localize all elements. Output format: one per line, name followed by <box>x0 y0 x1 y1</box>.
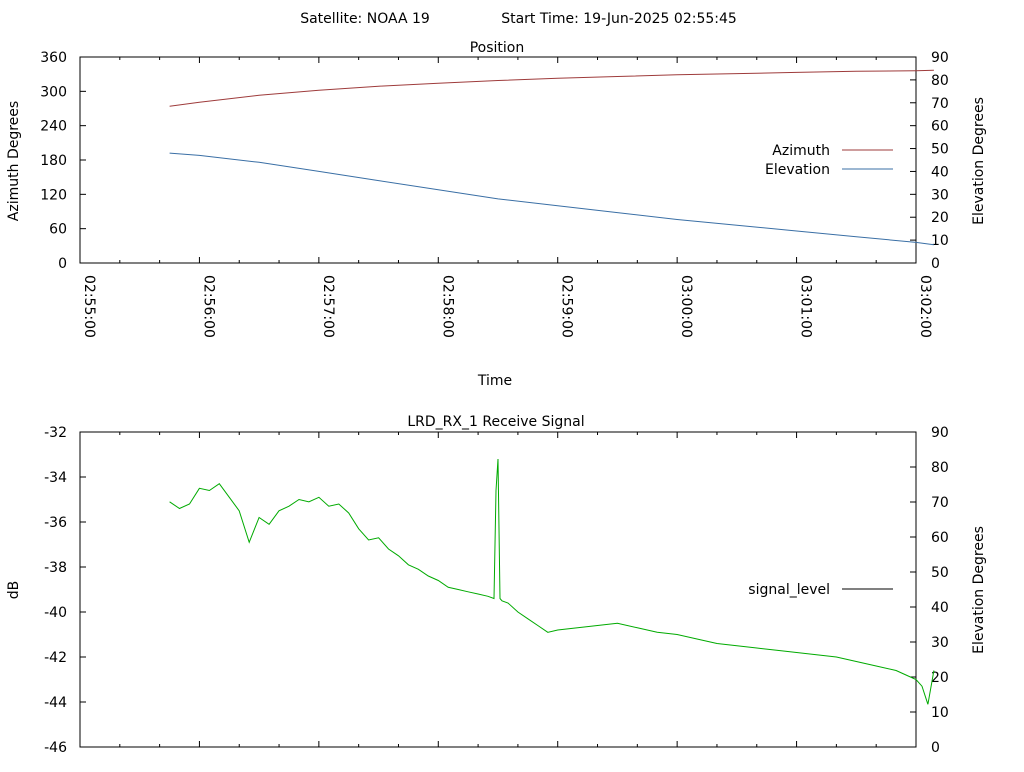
position-y2-axis-label: Elevation Degrees <box>971 97 987 225</box>
y-tick-label: 240 <box>40 119 67 135</box>
x-tick-label: 03:02:00 <box>917 275 933 338</box>
position-plot-frame <box>79 56 917 264</box>
position-marks: 02:55:00 02:56:00 02:57:00 02:58:00 02:59:00… <box>40 50 949 338</box>
y-tick-label: -42 <box>44 650 67 666</box>
y2-tick-label: 40 <box>931 164 949 180</box>
series-line-azimuth <box>169 69 934 107</box>
y-tick-label: -46 <box>44 740 67 756</box>
y-tick-label: -44 <box>44 695 67 711</box>
x-tick-label: 02:55:00 <box>81 275 97 338</box>
signal-chart-title: LRD_RX_1 Receive Signal <box>407 414 584 430</box>
y-tick-label: -40 <box>44 605 67 621</box>
satellite-label: Satellite: NOAA 19 <box>300 11 430 27</box>
signal-chart: LRD_RX_1 Receive Signal -46-44-42-40-38-… <box>6 414 987 756</box>
y2-tick-label: 50 <box>931 565 949 581</box>
position-x-axis-label: Time <box>477 373 512 389</box>
x-tick-label: 03:01:00 <box>798 275 814 338</box>
y2-tick-label: 90 <box>931 425 949 441</box>
position-y-axis-label: Azimuth Degrees <box>6 101 22 221</box>
y2-tick-label: 60 <box>931 119 949 135</box>
legend-label: signal_level <box>748 582 830 598</box>
y-tick-label: -32 <box>44 425 67 441</box>
y-tick-label: 180 <box>40 153 67 169</box>
y2-tick-label: 20 <box>931 210 949 226</box>
y2-tick-label: 10 <box>931 705 949 721</box>
series-line-elevation <box>169 152 934 246</box>
x-tick-label: 03:00:00 <box>678 275 694 338</box>
signal-y2-axis-label: Elevation Degrees <box>971 526 987 654</box>
y2-tick-label: 20 <box>931 670 949 686</box>
y-tick-label: 360 <box>40 50 67 66</box>
signal-y-axis-label: dB <box>6 581 22 600</box>
x-tick-label: 02:57:00 <box>320 275 336 338</box>
y2-tick-label: 70 <box>931 495 949 511</box>
y-tick-label: -34 <box>44 470 67 486</box>
legend-label: Elevation <box>765 162 830 178</box>
start-time-label: Start Time: 19-Jun-2025 02:55:45 <box>501 11 737 27</box>
legend-label: Azimuth <box>772 143 830 159</box>
y-tick-label: 300 <box>40 84 67 100</box>
y2-tick-label: 0 <box>931 256 940 272</box>
y2-tick-label: 50 <box>931 142 949 158</box>
x-tick-label: 02:59:00 <box>559 275 575 338</box>
x-tick-label: 02:58:00 <box>439 275 455 338</box>
y-tick-label: 60 <box>49 222 67 238</box>
y2-tick-label: 80 <box>931 73 949 89</box>
signal-plot-frame <box>79 431 917 748</box>
signal-marks: -46 -44 -42 -40 -38 -36 -34 -32 0 10 20 30 40 50 60 70 8… <box>44 425 949 756</box>
y2-tick-label: 90 <box>931 50 949 66</box>
y2-tick-label: 40 <box>931 600 949 616</box>
y2-tick-label: 70 <box>931 96 949 112</box>
series-line-signal-level <box>169 458 935 705</box>
y-tick-label: 120 <box>40 187 67 203</box>
y2-tick-label: 30 <box>931 635 949 651</box>
y2-tick-label: 30 <box>931 187 949 203</box>
y2-tick-label: 60 <box>931 530 949 546</box>
y2-tick-label: 80 <box>931 460 949 476</box>
y2-tick-label: 10 <box>931 233 949 249</box>
x-tick-label: 02:56:00 <box>200 275 216 338</box>
y-tick-label: -36 <box>44 515 67 531</box>
position-chart: Position 02:55:00 02:56:00 02:57:00 02:58:0… <box>6 40 987 389</box>
y2-tick-label: 0 <box>931 740 940 756</box>
y-tick-label: 0 <box>58 256 67 272</box>
y-tick-label: -38 <box>44 560 67 576</box>
position-chart-title: Position <box>470 40 525 56</box>
